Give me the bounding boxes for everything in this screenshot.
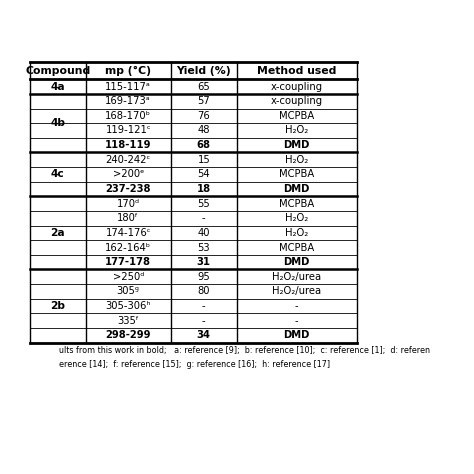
- Text: erence [14];  f: reference [15];  g: reference [16];  h: reference [17]: erence [14]; f: reference [15]; g: refer…: [59, 360, 330, 369]
- Text: 169-173ᵃ: 169-173ᵃ: [105, 96, 151, 106]
- Text: 4b: 4b: [50, 118, 65, 128]
- Text: 15: 15: [197, 155, 210, 165]
- Text: 305ᵍ: 305ᵍ: [117, 286, 140, 296]
- Text: H₂O₂: H₂O₂: [285, 228, 309, 238]
- Text: -: -: [295, 301, 299, 311]
- Text: x-coupling: x-coupling: [271, 82, 323, 91]
- Text: 305-306ʰ: 305-306ʰ: [106, 301, 151, 311]
- Text: 76: 76: [197, 111, 210, 121]
- Text: 115-117ᵃ: 115-117ᵃ: [105, 82, 151, 91]
- Text: 177-178: 177-178: [105, 257, 151, 267]
- Text: 54: 54: [198, 169, 210, 179]
- Text: 237-238: 237-238: [106, 184, 151, 194]
- Text: >200ᵉ: >200ᵉ: [112, 169, 144, 179]
- Text: 57: 57: [197, 96, 210, 106]
- Text: 240-242ᶜ: 240-242ᶜ: [106, 155, 151, 165]
- Text: 40: 40: [198, 228, 210, 238]
- Text: 170ᵈ: 170ᵈ: [117, 199, 140, 209]
- Text: Compound: Compound: [25, 66, 91, 76]
- Text: 18: 18: [197, 184, 211, 194]
- Text: MCPBA: MCPBA: [279, 243, 314, 253]
- Text: MCPBA: MCPBA: [279, 111, 314, 121]
- Text: ults from this work in bold;   a: reference [9];  b: reference [10];  c: referen: ults from this work in bold; a: referenc…: [59, 346, 430, 355]
- Text: 119-121ᶜ: 119-121ᶜ: [105, 126, 151, 136]
- Text: H₂O₂/urea: H₂O₂/urea: [272, 286, 321, 296]
- Text: >250ᵈ: >250ᵈ: [112, 272, 144, 282]
- Text: H₂O₂/urea: H₂O₂/urea: [272, 272, 321, 282]
- Text: 2b: 2b: [50, 301, 65, 311]
- Text: 180ᶠ: 180ᶠ: [118, 213, 139, 223]
- Text: DMD: DMD: [283, 184, 310, 194]
- Text: 4a: 4a: [50, 82, 65, 91]
- Text: 174-176ᶜ: 174-176ᶜ: [106, 228, 151, 238]
- Text: Yield (%): Yield (%): [176, 66, 231, 76]
- Text: -: -: [202, 213, 206, 223]
- Text: -: -: [202, 316, 206, 326]
- Text: 162-164ᵇ: 162-164ᵇ: [105, 243, 151, 253]
- Text: Method used: Method used: [257, 66, 337, 76]
- Text: 298-299: 298-299: [106, 330, 151, 340]
- Text: H₂O₂: H₂O₂: [285, 126, 309, 136]
- Text: 4c: 4c: [51, 169, 64, 179]
- Text: MCPBA: MCPBA: [279, 169, 314, 179]
- Text: 68: 68: [197, 140, 211, 150]
- Text: DMD: DMD: [283, 257, 310, 267]
- Text: 55: 55: [197, 199, 210, 209]
- Text: H₂O₂: H₂O₂: [285, 213, 309, 223]
- Text: DMD: DMD: [283, 140, 310, 150]
- Text: 65: 65: [197, 82, 210, 91]
- Text: DMD: DMD: [283, 330, 310, 340]
- Text: -: -: [295, 316, 299, 326]
- Text: 2a: 2a: [50, 228, 65, 238]
- Text: 168-170ᵇ: 168-170ᵇ: [105, 111, 151, 121]
- Text: H₂O₂: H₂O₂: [285, 155, 309, 165]
- Text: -: -: [202, 301, 206, 311]
- Text: 48: 48: [198, 126, 210, 136]
- Text: 31: 31: [197, 257, 211, 267]
- Text: mp (°C): mp (°C): [105, 66, 151, 76]
- Text: 34: 34: [197, 330, 211, 340]
- Text: 335ᶠ: 335ᶠ: [118, 316, 139, 326]
- Text: 95: 95: [197, 272, 210, 282]
- Text: 118-119: 118-119: [105, 140, 152, 150]
- Text: 80: 80: [198, 286, 210, 296]
- Text: x-coupling: x-coupling: [271, 96, 323, 106]
- Text: MCPBA: MCPBA: [279, 199, 314, 209]
- Text: 53: 53: [198, 243, 210, 253]
